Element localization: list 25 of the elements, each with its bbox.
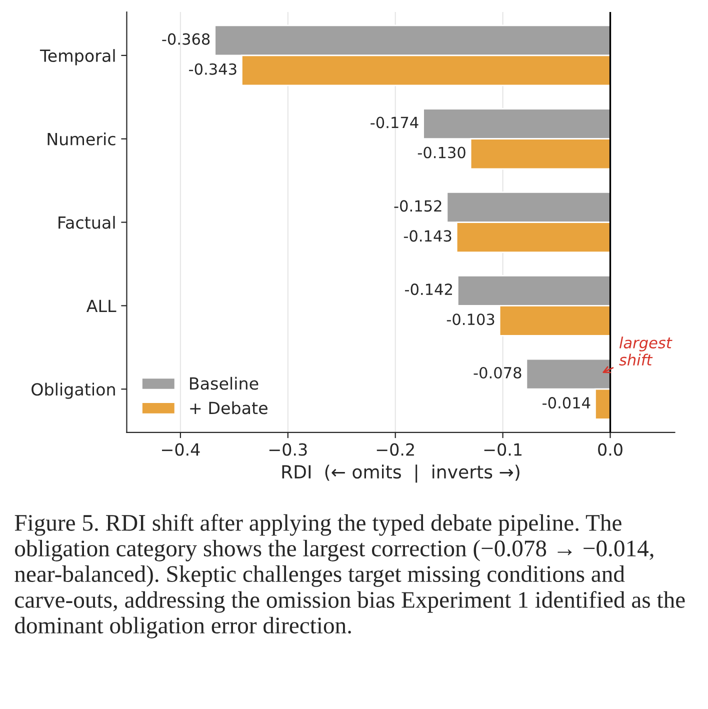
y-tick-label: Temporal [40, 49, 115, 66]
y-tick-label: Factual [58, 216, 115, 229]
x-tick-label: −0.1 [484, 443, 522, 456]
annotation: largest shift [619, 336, 672, 366]
data-label: -0.152 [394, 200, 442, 212]
data-label: -0.368 [162, 33, 210, 45]
y-tick-label: Numeric [48, 132, 116, 146]
data-label: -0.078 [474, 366, 522, 379]
x-tick-label: −0.4 [162, 443, 200, 456]
legend-label: + Debate [190, 401, 268, 414]
x-tick-label: 0.0 [598, 443, 622, 456]
x-tick-label: −0.2 [376, 443, 414, 456]
data-label: -0.143 [404, 230, 452, 242]
x-axis-title: RDI (← omits | inverts →) [282, 464, 520, 483]
data-label: -0.103 [446, 314, 494, 326]
data-label: -0.142 [405, 284, 452, 296]
data-label: -0.130 [418, 146, 466, 158]
data-label: -0.343 [189, 63, 236, 75]
x-tick-label: −0.3 [269, 443, 307, 456]
y-tick-label: Obligation [32, 382, 115, 399]
caption: Figure 5. RDI shift after applying the typed debate pipeline. The obligation category shows the largest correction (−0.078 → −0.014, near-balanced). Skeptic challenges target missing conditions and carve-outs, addressing the omission bias Experiment 1 identified as the dominant obligation error direction. [14, 514, 685, 638]
data-label: -0.014 [542, 397, 590, 409]
data-label: -0.174 [370, 116, 418, 128]
y-tick-label: ALL [86, 300, 116, 312]
legend-label: Baseline [190, 376, 258, 390]
